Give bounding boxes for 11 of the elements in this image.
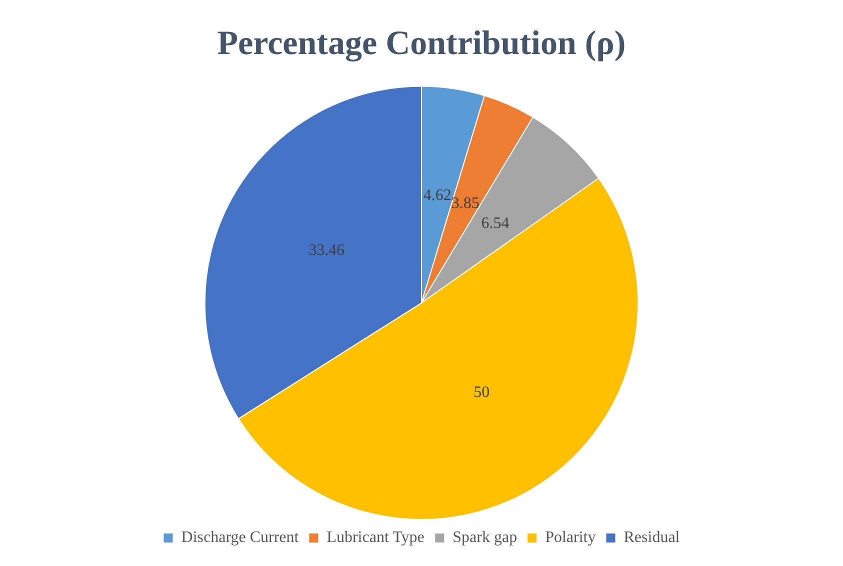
legend-label: Lubricant Type — [326, 529, 424, 546]
data-label: 50 — [474, 384, 490, 402]
legend-label: Spark gap — [452, 529, 518, 546]
data-label: 6.54 — [481, 214, 510, 232]
chart-title: Percentage Contribution (ρ) — [217, 25, 626, 62]
data-label: 3.85 — [451, 195, 480, 212]
data-label: 4.62 — [423, 186, 452, 204]
legend-label: Discharge Current — [181, 529, 300, 546]
legend-label: Residual — [624, 529, 680, 546]
data-label: 33.46 — [308, 242, 345, 259]
legend-label: Polarity — [545, 529, 596, 546]
